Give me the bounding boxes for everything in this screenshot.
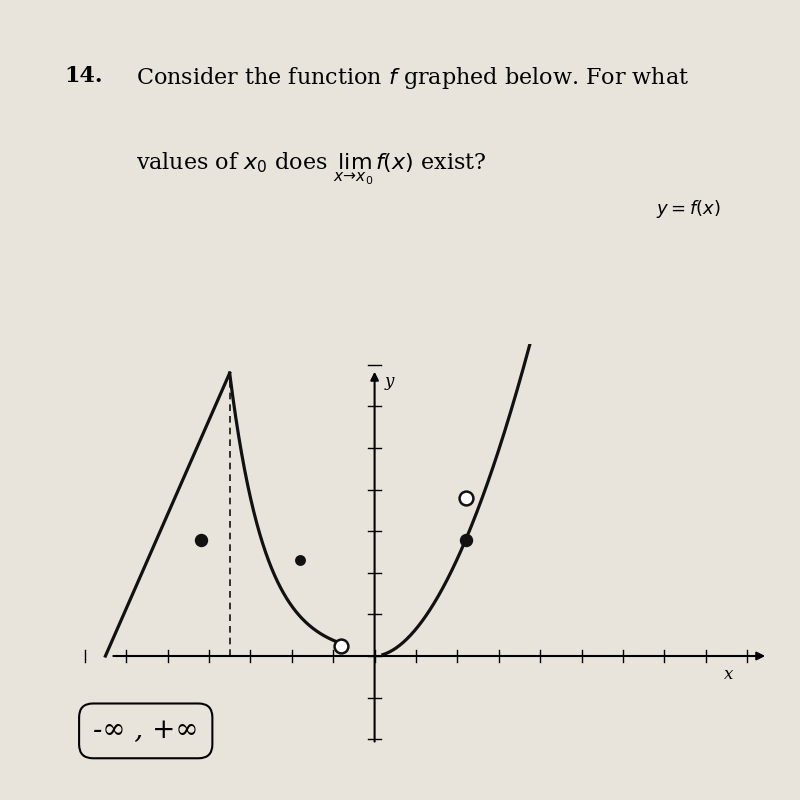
Text: $y = f(x)$: $y = f(x)$ (656, 198, 721, 220)
Point (194, 533, 207, 546)
Point (294, 554, 306, 566)
Point (459, 533, 472, 546)
Text: 14.: 14. (64, 65, 102, 86)
Text: values of $x_0$ does $\lim_{x \to x_0} f(x)$ exist?: values of $x_0$ does $\lim_{x \to x_0} f… (136, 151, 486, 187)
Text: x: x (724, 666, 734, 683)
Text: -∞ , +∞: -∞ , +∞ (93, 718, 198, 744)
Text: Consider the function $f$ graphed below. For what: Consider the function $f$ graphed below.… (136, 65, 690, 90)
Point (335, 639, 348, 652)
Point (459, 491, 472, 504)
Text: y: y (384, 373, 394, 390)
